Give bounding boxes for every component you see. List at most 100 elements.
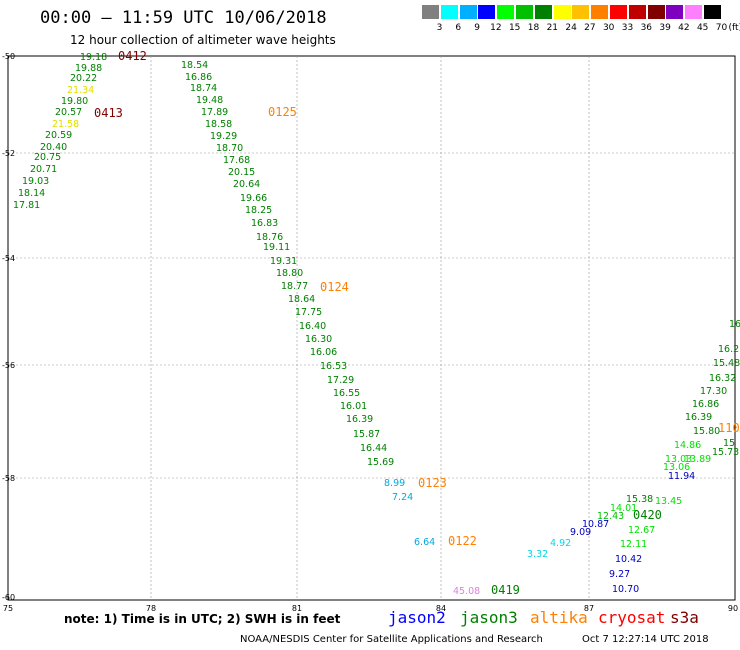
scale-swatch — [685, 5, 703, 19]
swh-reading: 16.06 — [310, 347, 337, 358]
swh-reading: 11.94 — [668, 471, 695, 482]
swh-reading: 18.25 — [245, 205, 272, 216]
swh-reading: 16.86 — [692, 399, 719, 410]
scale-swatch — [553, 5, 571, 19]
swh-reading: 15.69 — [367, 457, 394, 468]
scale-swatch — [459, 5, 477, 19]
swh-reading: 18.58 — [205, 119, 232, 130]
swh-reading: 3.32 — [527, 549, 548, 560]
scale-swatch — [666, 5, 684, 19]
satellite-jason3: jason3 — [460, 608, 518, 627]
swh-reading: 16.44 — [360, 443, 387, 454]
pass-id-label: 0419 — [491, 583, 520, 597]
pass-id-label: 0413 — [94, 106, 123, 120]
scale-swatch — [704, 5, 721, 19]
swh-reading: 20.71 — [30, 164, 57, 175]
swh-reading: 16.30 — [305, 334, 332, 345]
longitude-label: 87 — [584, 604, 594, 613]
pass-id-label: 0123 — [418, 476, 447, 490]
swh-reading: 12.11 — [620, 539, 647, 550]
swh-reading: 19.11 — [263, 242, 290, 253]
scale-label: 70 — [715, 23, 728, 33]
scale-label: 6 — [455, 23, 462, 33]
scale-swatch — [534, 5, 552, 19]
swh-reading: 12.43 — [597, 511, 624, 522]
scale-swatch — [572, 5, 590, 19]
scale-label: 24 — [565, 23, 577, 33]
scale-label: 36 — [640, 23, 653, 33]
map-title: 00:00 – 11:59 UTC 10/06/2018 — [40, 8, 327, 28]
swh-reading: 18.77 — [281, 281, 308, 292]
swh-reading: 16.32 — [709, 373, 736, 384]
scale-swatch — [478, 5, 496, 19]
scale-swatch — [497, 5, 515, 19]
swh-reading: 15.87 — [353, 429, 380, 440]
scale-label: 3 — [436, 23, 443, 33]
swh-reading: 13.06 — [663, 462, 690, 473]
wave-height-readings: 19.1819.8820.2221.3419.8020.5721.5820.59… — [13, 52, 740, 597]
swh-reading: 18.64 — [288, 294, 315, 305]
longitude-label: 75 — [3, 604, 13, 613]
scale-label: 18 — [527, 23, 540, 33]
satellite-jason2: jason2 — [388, 608, 446, 627]
swh-reading: 45.08 — [453, 586, 480, 597]
swh-reading: 19.03 — [22, 176, 49, 187]
swh-reading: 13.03 — [665, 454, 692, 465]
latitude-label: -52 — [2, 149, 15, 158]
swh-reading: 16.53 — [320, 361, 347, 372]
generation-timestamp: Oct 7 12:27:14 UTC 2018 — [582, 634, 709, 645]
swh-reading: 19.48 — [196, 95, 223, 106]
credit-line: NOAA/NESDIS Center for Satellite Applica… — [240, 634, 543, 645]
swh-reading: 20.75 — [34, 152, 61, 163]
scale-label: 21 — [546, 23, 559, 33]
satellite-s3a: s3a — [670, 608, 699, 627]
swh-reading: 17.81 — [13, 200, 40, 211]
scale-label: 33 — [621, 23, 634, 33]
swh-reading: 17.89 — [201, 107, 228, 118]
swh-reading: 8.99 — [384, 478, 405, 489]
swh-reading: 20.57 — [55, 107, 82, 118]
latitude-label: -58 — [2, 474, 15, 483]
swh-reading: 9.09 — [570, 527, 591, 538]
longitude-label: 78 — [146, 604, 156, 613]
scale-swatch — [440, 5, 458, 19]
swh-reading: 16 — [729, 319, 740, 330]
swh-reading: 15.48 — [713, 358, 740, 369]
swh-reading: 20.40 — [40, 142, 67, 153]
swh-reading: 13.45 — [655, 496, 682, 507]
pass-id-label: 110 — [718, 421, 740, 435]
swh-reading: 20.59 — [45, 130, 72, 141]
longitude-label: 81 — [292, 604, 302, 613]
pass-id-label: 0412 — [118, 49, 147, 63]
scale-swatch — [591, 5, 609, 19]
swh-reading: 18.54 — [181, 60, 208, 71]
swh-reading: 19.66 — [240, 193, 267, 204]
scale-swatch — [628, 5, 646, 19]
map-subtitle: 12 hour collection of altimeter wave hei… — [70, 33, 336, 47]
swh-reading: 10.42 — [615, 554, 642, 565]
latitude-label: -54 — [2, 254, 15, 263]
swh-reading: 15 — [723, 438, 735, 449]
swh-reading: 19.18 — [80, 52, 107, 63]
scale-label: 9 — [474, 23, 480, 33]
swh-reading: 17.30 — [700, 386, 727, 397]
swh-reading: 20.22 — [70, 73, 97, 84]
swh-reading: 10.70 — [612, 584, 639, 595]
scale-swatch — [610, 5, 627, 19]
swh-reading: 16.01 — [340, 401, 367, 412]
longitude-label: 84 — [436, 604, 446, 613]
swh-reading: 21.34 — [67, 85, 94, 96]
swh-reading: 17.75 — [295, 307, 322, 318]
scale-label: 30 — [602, 23, 615, 33]
swh-reading: 19.80 — [61, 96, 88, 107]
scale-label: 42 — [678, 23, 690, 33]
swh-reading: 14.01 — [610, 503, 637, 514]
map-frame — [7, 55, 736, 601]
map-border — [7, 55, 736, 601]
swh-reading: 16.86 — [185, 72, 212, 83]
latitude-label: -50 — [2, 52, 15, 61]
swh-reading: 15.73 — [712, 447, 739, 458]
swh-reading: 16.39 — [346, 414, 373, 425]
